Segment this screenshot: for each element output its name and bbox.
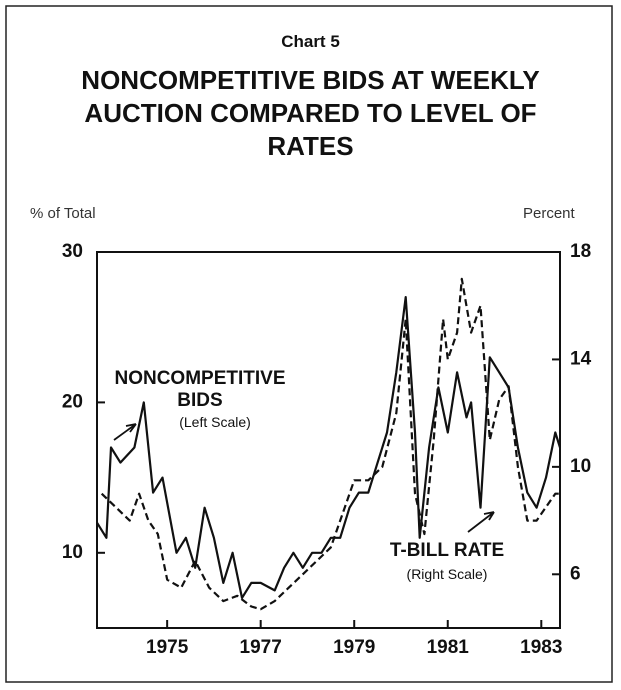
y2-axis-label: Percent — [523, 205, 575, 222]
y-tick-label: 30 — [62, 241, 83, 262]
annotation: (Right Scale) — [406, 566, 488, 582]
series-line — [96, 296, 562, 599]
annotation: T-BILL RATE — [389, 540, 505, 561]
y-axis-label: % of Total — [30, 205, 96, 222]
x-tick-label: 1977 — [240, 637, 282, 658]
x-tick-label: 1975 — [146, 637, 189, 658]
y-tick-label: 20 — [62, 391, 83, 412]
arrow — [113, 423, 137, 441]
annotation: NONCOMPETITIVE BIDS — [114, 368, 286, 411]
y2-tick-label: 10 — [570, 456, 591, 477]
x-tick-label: 1983 — [520, 637, 562, 658]
series-line — [100, 277, 560, 611]
y2-tick-label: 14 — [570, 348, 592, 369]
y2-tick-label: 18 — [570, 241, 591, 262]
chart-title: NONCOMPETITIVE BIDS AT WEEKLY AUCTION CO… — [81, 65, 540, 161]
y-tick-label: 10 — [62, 542, 83, 563]
arrow — [467, 511, 495, 533]
frame — [5, 5, 613, 683]
x-tick-label: 1981 — [427, 637, 470, 658]
x-tick-label: 1979 — [333, 637, 375, 658]
annotation: (Left Scale) — [179, 414, 251, 430]
y2-tick-label: 6 — [570, 563, 581, 584]
chart-header: Chart 5 — [281, 32, 340, 51]
plot-frame — [96, 251, 561, 629]
